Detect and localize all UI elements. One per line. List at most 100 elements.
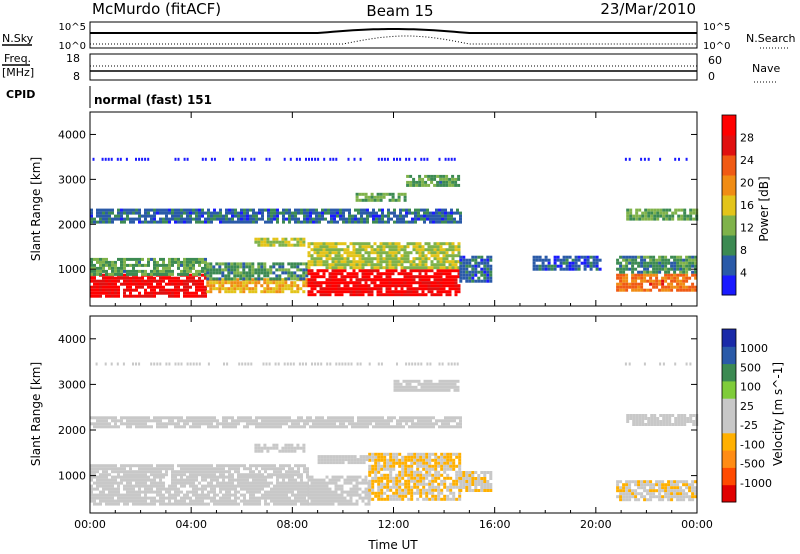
- heatmap-cell: [379, 281, 383, 285]
- heatmap-cell: [328, 290, 332, 294]
- heatmap-cell: [319, 290, 323, 294]
- heatmap-cell: [108, 266, 111, 270]
- heatmap-cell: [354, 220, 357, 224]
- heatmap-cell: [174, 211, 177, 215]
- heatmap-cell: [261, 496, 264, 500]
- heatmap-cell: [300, 487, 303, 491]
- heatmap-cell: [397, 245, 401, 249]
- heatmap-cell: [394, 245, 398, 249]
- heatmap-cell: [437, 470, 441, 474]
- heatmap-cell: [189, 470, 192, 474]
- heatmap-cell: [264, 422, 267, 426]
- heatmap-cell: [159, 464, 162, 468]
- colorbar-tick-label: 12: [740, 222, 754, 235]
- heatmap-cell: [284, 287, 288, 291]
- heatmap-cell: [201, 220, 204, 224]
- heatmap-cell: [150, 220, 153, 224]
- heatmap-cell: [303, 484, 306, 488]
- heatmap-cell: [244, 157, 247, 161]
- heatmap-cell: [319, 496, 323, 500]
- heatmap-cell: [294, 464, 297, 468]
- heatmap-cell: [406, 278, 410, 282]
- heatmap-cell: [337, 278, 341, 282]
- heatmap-cell: [383, 452, 387, 456]
- heatmap-cell: [153, 211, 156, 215]
- heatmap-cell: [272, 265, 276, 269]
- heatmap-cell: [147, 291, 150, 295]
- heatmap-cell: [201, 157, 204, 161]
- heatmap-cell: [168, 416, 171, 420]
- heatmap-cell: [225, 502, 228, 506]
- heatmap-cell: [386, 497, 390, 501]
- heatmap-cell: [442, 266, 446, 270]
- heatmap-cell: [123, 269, 126, 273]
- heatmap-cell: [447, 379, 451, 383]
- heatmap-cell: [354, 217, 357, 221]
- heatmap-cell: [249, 214, 252, 218]
- heatmap-cell: [367, 269, 371, 273]
- heatmap-cell: [290, 237, 294, 241]
- heatmap-cell: [313, 257, 317, 261]
- heatmap-cell: [300, 490, 303, 494]
- heatmap-cell: [424, 293, 428, 297]
- heatmap-cell: [328, 284, 332, 288]
- heatmap-cell: [397, 278, 401, 282]
- heatmap-cell: [204, 496, 207, 500]
- heatmap-cell: [451, 269, 455, 273]
- heatmap-cell: [225, 211, 228, 215]
- heatmap-cell: [206, 290, 210, 294]
- heatmap-cell: [679, 282, 683, 286]
- heatmap-cell: [628, 486, 632, 490]
- heatmap-cell: [284, 237, 288, 241]
- heatmap-cell: [141, 285, 144, 289]
- heatmap-cell: [272, 281, 276, 285]
- heatmap-cell: [162, 493, 165, 497]
- heatmap-cell: [114, 464, 117, 468]
- heatmap-cell: [257, 237, 261, 241]
- heatmap-cell: [422, 473, 426, 477]
- heatmap-cell: [321, 419, 324, 423]
- heatmap-cell: [297, 470, 300, 474]
- heatmap-cell: [415, 263, 419, 267]
- heatmap-cell: [276, 478, 279, 482]
- heatmap-cell: [186, 288, 189, 292]
- heatmap-cell: [141, 470, 144, 474]
- heatmap-cell: [328, 287, 332, 291]
- heatmap-cell: [388, 275, 392, 279]
- heatmap-cell: [249, 499, 252, 503]
- heatmap-cell: [447, 419, 450, 423]
- heatmap-cell: [168, 279, 171, 283]
- heatmap-cell: [381, 217, 384, 221]
- heatmap-cell: [144, 481, 147, 485]
- heatmap-cell: [99, 260, 102, 264]
- heatmap-cell: [361, 272, 365, 276]
- heatmap-cell: [291, 211, 294, 215]
- heatmap-cell: [171, 294, 174, 298]
- heatmap-cell: [312, 220, 315, 224]
- heatmap-cell: [239, 277, 243, 281]
- heatmap-cell: [426, 211, 429, 215]
- heatmap-cell: [123, 220, 126, 224]
- heatmap-cell: [462, 258, 466, 262]
- heatmap-cell: [189, 419, 192, 423]
- heatmap-cell: [430, 281, 434, 285]
- heatmap-cell: [656, 217, 660, 221]
- heatmap-cell: [598, 267, 602, 271]
- heatmap-cell: [389, 473, 393, 477]
- heatmap-cell: [361, 284, 365, 288]
- heatmap-cell: [296, 265, 300, 269]
- heatmap-cell: [333, 419, 336, 423]
- heatmap-cell: [362, 455, 366, 459]
- heatmap-cell: [283, 157, 286, 161]
- heatmap-cell: [132, 257, 135, 261]
- heatmap-cell: [449, 485, 453, 489]
- heatmap-cell: [266, 449, 270, 453]
- heatmap-cell: [589, 264, 593, 268]
- heatmap-cell: [355, 272, 359, 276]
- heatmap-cell: [445, 254, 449, 258]
- heatmap-cell: [379, 260, 383, 264]
- heatmap-cell: [448, 177, 452, 181]
- heatmap-cell: [165, 487, 168, 491]
- heatmap-cell: [360, 214, 363, 218]
- heatmap-cell: [305, 274, 309, 278]
